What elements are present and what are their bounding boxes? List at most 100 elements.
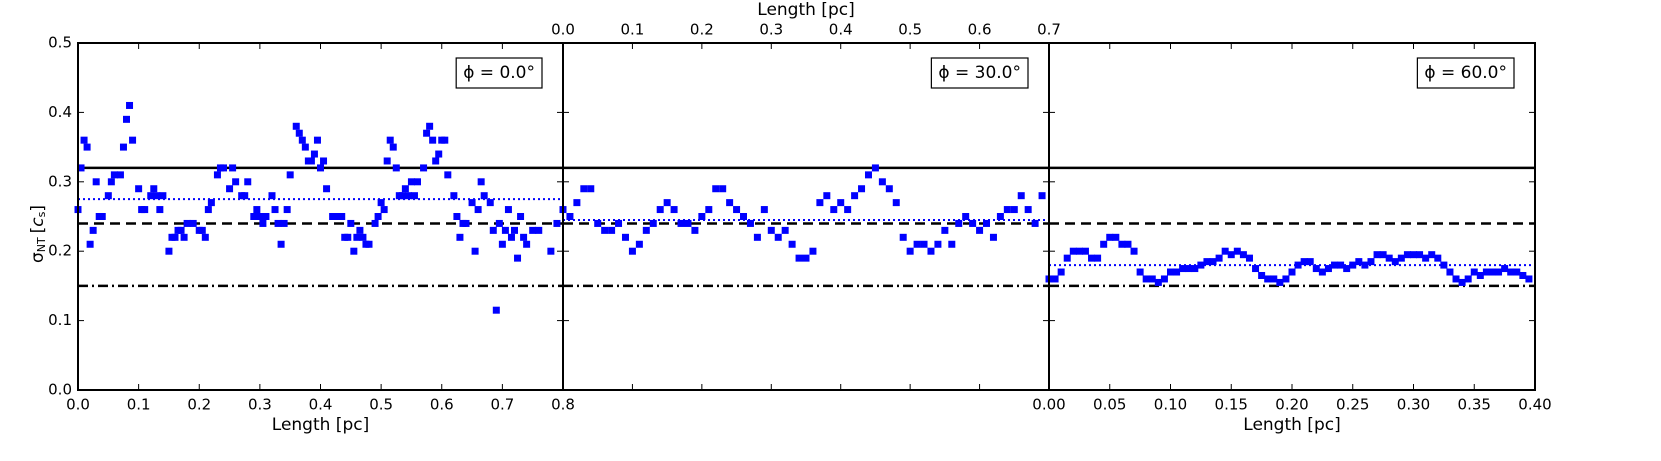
y-label-symbol: σ <box>28 252 48 263</box>
data-point <box>338 213 346 220</box>
data-point <box>323 185 331 193</box>
x-tick-label: 0.05 <box>1093 396 1126 414</box>
annotation: ϕ = 60.0° <box>1424 63 1507 83</box>
data-point <box>1403 251 1411 259</box>
data-point <box>89 226 97 234</box>
data-point <box>1142 275 1150 283</box>
data-point <box>1088 254 1096 262</box>
x-tick-label: 0.5 <box>898 21 922 39</box>
data-point <box>344 233 352 241</box>
data-point <box>684 219 692 227</box>
data-point <box>802 254 810 262</box>
data-point <box>1331 261 1339 269</box>
data-point <box>767 226 775 234</box>
data-point <box>1361 261 1369 269</box>
data-point <box>529 226 537 234</box>
data-point <box>1343 265 1351 273</box>
data-point <box>380 206 388 214</box>
data-point <box>77 164 85 172</box>
data-point <box>83 143 91 151</box>
y-tick-label: 0.0 <box>48 381 72 399</box>
data-point <box>480 192 488 200</box>
data-point <box>474 206 482 214</box>
data-point <box>628 247 636 255</box>
data-point <box>1488 268 1496 276</box>
data-point <box>365 240 373 248</box>
data-point <box>753 233 761 241</box>
data-point <box>232 178 240 186</box>
data-point <box>471 247 479 255</box>
data-point <box>969 219 977 227</box>
annotation: ϕ = 0.0° <box>463 63 535 83</box>
data-point <box>1038 192 1046 200</box>
data-point <box>871 164 879 172</box>
data-point <box>788 240 796 248</box>
data-point <box>1525 275 1533 283</box>
x-axis-label: Length [pc] <box>1243 415 1340 435</box>
data-point <box>410 192 418 200</box>
data-point <box>253 206 261 214</box>
data-point <box>1154 278 1162 286</box>
x-tick-label: 0.40 <box>1518 396 1551 414</box>
data-point <box>705 206 713 214</box>
data-point <box>441 136 449 144</box>
data-point <box>153 192 161 200</box>
data-point <box>1112 233 1120 241</box>
data-point <box>429 136 437 144</box>
y-label-unit: c <box>28 217 48 227</box>
x-tick-label: 0.1 <box>127 396 151 414</box>
data-point <box>962 213 970 220</box>
x-tick-label: 0.8 <box>551 396 575 414</box>
x-tick-label: 0.1 <box>620 21 644 39</box>
data-point <box>878 178 886 186</box>
data-point <box>371 219 379 227</box>
data-point <box>1003 206 1011 214</box>
data-point <box>177 226 185 234</box>
data-point <box>906 247 914 255</box>
data-point <box>86 240 94 248</box>
data-point <box>392 164 400 172</box>
panel-frame <box>77 42 564 391</box>
data-point <box>468 199 476 207</box>
data-point <box>156 206 164 214</box>
data-point <box>307 157 315 165</box>
data-point <box>1428 251 1436 259</box>
data-point <box>280 219 288 227</box>
data-point <box>107 178 115 186</box>
data-point <box>1063 254 1071 262</box>
data-point <box>934 240 942 248</box>
data-point <box>1227 251 1235 259</box>
data-point <box>1106 233 1114 241</box>
data-point <box>444 171 452 179</box>
data-point <box>183 219 191 227</box>
x-tick-label: 0.4 <box>309 396 333 414</box>
data-point <box>691 226 699 234</box>
data-point <box>781 226 789 234</box>
data-point <box>1355 258 1363 266</box>
data-point <box>1081 247 1089 255</box>
data-point <box>1160 275 1168 283</box>
data-point <box>377 199 385 207</box>
data-point <box>1167 268 1174 276</box>
data-point <box>823 192 831 200</box>
data-point <box>386 136 394 144</box>
x-axis-label: Length [pc] <box>757 0 854 20</box>
data-point <box>1276 278 1284 286</box>
data-point <box>507 233 515 241</box>
annotation: ϕ = 30.0° <box>938 63 1021 83</box>
data-point <box>733 206 741 214</box>
data-point <box>580 185 588 193</box>
data-point <box>401 185 409 193</box>
data-point <box>983 219 991 227</box>
x-tick-label: 0.30 <box>1397 396 1430 414</box>
data-point <box>229 164 237 172</box>
data-point <box>1391 258 1399 266</box>
data-point <box>1118 240 1126 248</box>
data-point <box>1173 268 1181 276</box>
x-tick-label: 0.00 <box>1032 396 1065 414</box>
data-point <box>864 171 872 179</box>
data-point <box>566 213 574 220</box>
x-tick-label: 0.6 <box>968 21 992 39</box>
data-point <box>885 185 893 193</box>
data-point <box>760 206 768 214</box>
